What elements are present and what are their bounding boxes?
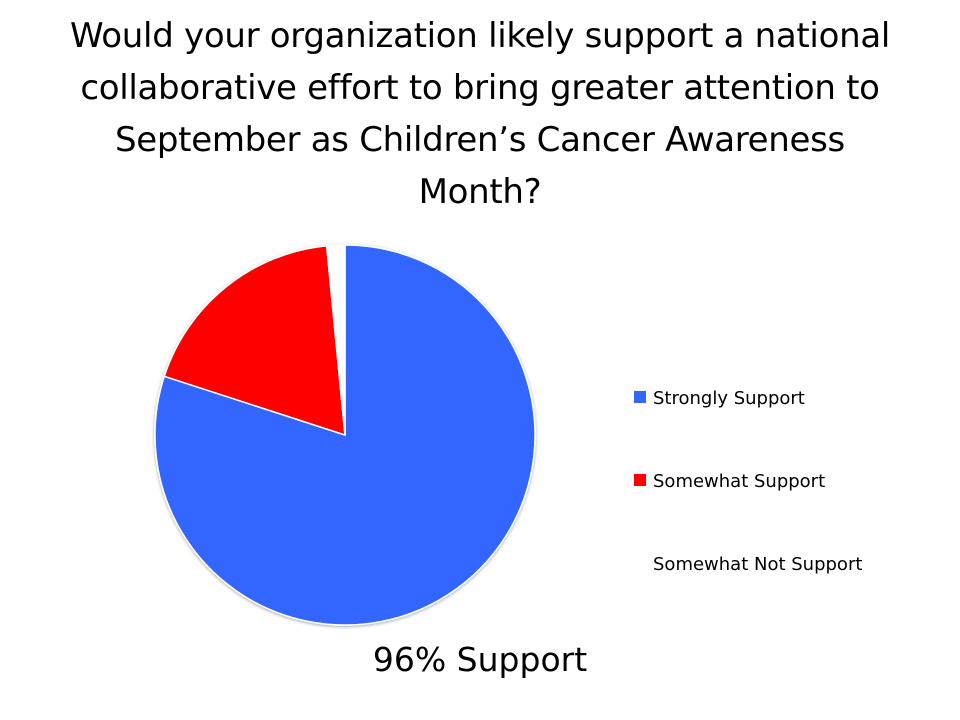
- pie-slice-somewhat-not-support: [325, 244, 346, 436]
- pie-slice-somewhat-support: [163, 245, 346, 437]
- legend-label: Somewhat Not Support: [653, 554, 863, 575]
- chart-annotation: 96% Support: [372, 640, 588, 679]
- legend-label: Strongly Support: [653, 388, 805, 409]
- pie-slices: [154, 244, 536, 626]
- legend-label: Somewhat Support: [653, 471, 826, 492]
- legend-item-strongly-support: Strongly Support: [634, 386, 805, 412]
- chart-title: Would your organization likely support a…: [69, 16, 891, 212]
- legend-swatch: [634, 557, 646, 569]
- legend-swatch: [634, 391, 646, 403]
- legend-swatch: [634, 474, 646, 486]
- legend-item-somewhat-support: Somewhat Support: [634, 469, 825, 495]
- legend-item-somewhat-not-support: Somewhat Not Support: [634, 552, 862, 578]
- pie-chart: [154, 244, 536, 626]
